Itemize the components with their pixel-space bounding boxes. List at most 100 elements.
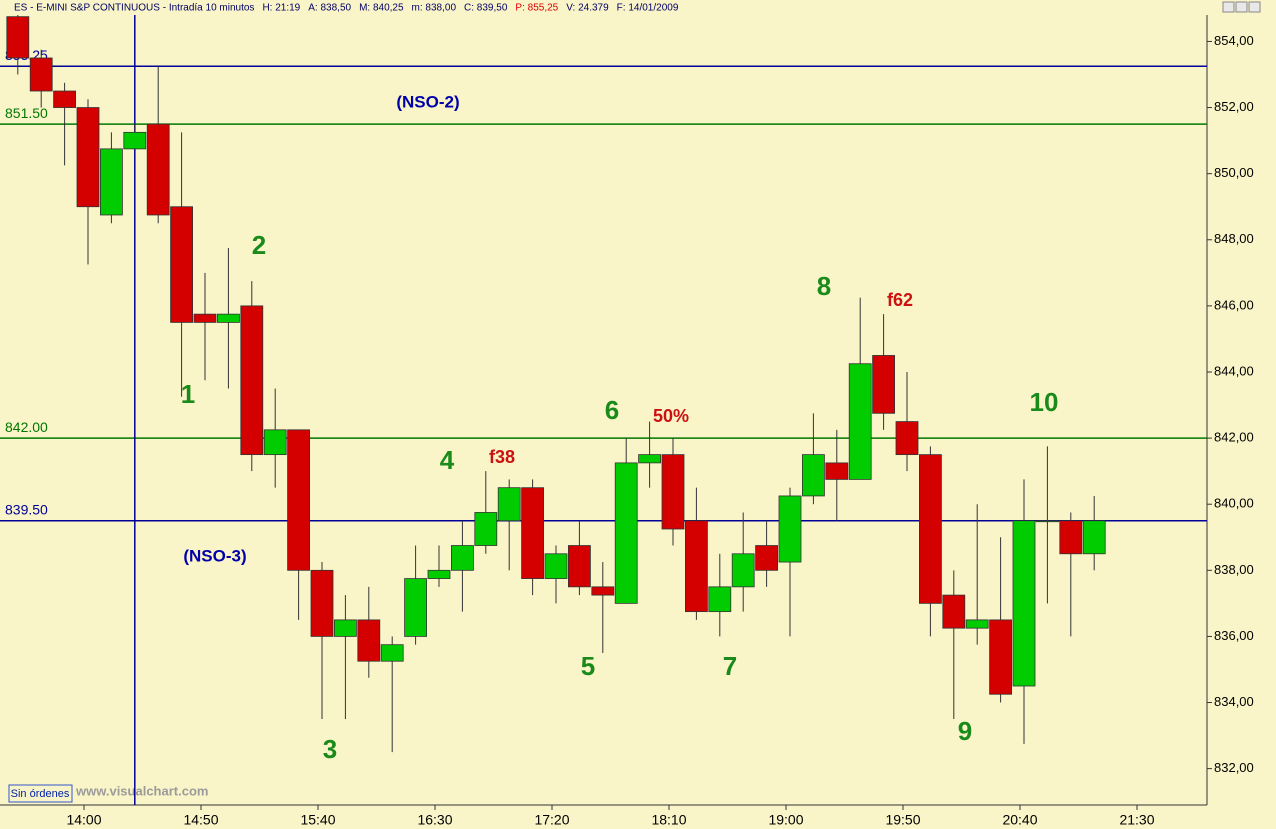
candle-body [450,545,474,571]
close-button[interactable] [1248,1,1261,13]
candle-body [685,520,708,613]
candle-body [1012,520,1036,687]
x-tick-label: 18:10 [651,812,686,828]
annotation: 4 [440,445,455,475]
annotation: f62 [887,290,913,310]
candle-body [76,107,100,208]
candle-body [755,545,778,571]
candle-body [895,421,919,456]
annotation: f38 [489,447,515,467]
candle-body [965,619,989,629]
x-tick-label: 19:00 [768,812,803,828]
candle-body [6,16,30,59]
header-field: P: 855,25 [515,3,558,14]
candle-body [404,578,428,637]
candle-body [591,586,615,596]
annotation: 6 [605,395,619,425]
maximize-button[interactable] [1235,1,1248,13]
y-tick-label: 844,00 [1214,363,1254,378]
candle-body [708,586,732,613]
candle-body [544,553,568,579]
y-tick-label: 846,00 [1214,297,1254,312]
candle-body [216,313,240,323]
candle-body [919,454,942,604]
minimize-button[interactable] [1222,1,1235,13]
candle-body [614,462,638,604]
candle-body [240,305,264,456]
candle-body [287,429,311,571]
header-field: m: 838,00 [412,3,457,14]
x-tick-label: 14:50 [183,812,218,828]
candle-body [474,512,498,546]
y-tick-label: 832,00 [1214,760,1254,775]
candle-body [568,545,591,588]
candle-body [29,57,53,92]
y-tick-label: 836,00 [1214,628,1254,643]
candle-body [848,363,872,480]
y-tick-label: 848,00 [1214,231,1254,246]
y-tick-label: 840,00 [1214,496,1254,511]
annotation: 9 [958,716,972,746]
candle-body [427,569,451,579]
status-box[interactable] [8,784,73,803]
level-label: 851.50 [5,105,48,121]
candle-body [942,594,966,629]
candle-body [146,123,170,216]
candle-body [123,131,147,150]
header-field: M: 840,25 [359,3,404,14]
candle-body [100,148,123,216]
x-tick-label: 15:40 [300,812,335,828]
annotation: 50% [653,406,689,426]
candle-body [310,569,334,637]
candle-body [193,313,217,323]
y-tick-label: 842,00 [1214,430,1254,445]
annotation: 7 [723,651,737,681]
candle-body [802,454,825,497]
x-tick-label: 19:50 [885,812,920,828]
x-tick-label: 21:30 [1119,812,1154,828]
candle-body [872,355,895,414]
annotation: 10 [1030,387,1059,417]
header-field: H: 21:19 [262,3,300,14]
annotation: 3 [323,734,337,764]
candle-body [638,454,661,464]
candle-body [989,619,1012,695]
window-buttons[interactable] [1222,1,1261,13]
status-text[interactable]: Sin órdenes [11,788,70,800]
header-field: C: 839,50 [464,3,508,14]
candle-body [778,495,802,563]
header-field: V: 24.379 [566,3,609,14]
header-field: ES - E-MINI S&P CONTINUOUS - Intradía 10… [14,3,254,14]
annotation: (NSO-3) [183,546,246,565]
y-tick-label: 838,00 [1214,562,1254,577]
y-tick-label: 852,00 [1214,99,1254,114]
annotation: 2 [252,230,266,260]
x-tick-label: 14:00 [66,812,101,828]
candle-body [357,619,381,662]
x-tick-label: 17:20 [534,812,569,828]
candle-body [1036,520,1059,523]
candle-body [661,454,685,530]
candle-body [825,462,849,480]
header-field: A: 838,50 [308,3,351,14]
candle-body [1059,520,1083,555]
level-label: 839.50 [5,501,48,517]
x-tick-label: 20:40 [1002,812,1037,828]
annotation: 8 [817,271,831,301]
candle-body [380,644,404,662]
y-tick-label: 850,00 [1214,165,1254,180]
candle-body [731,553,755,588]
watermark: www.visualchart.com [75,783,208,798]
candle-body [1082,520,1106,555]
annotation: 1 [181,379,195,409]
x-tick-label: 16:30 [417,812,452,828]
y-tick-label: 834,00 [1214,694,1254,709]
candle-body [497,487,521,522]
candle-body [170,206,194,323]
candle-body [521,487,544,579]
level-label: 842.00 [5,419,48,435]
candle-body [333,619,357,637]
